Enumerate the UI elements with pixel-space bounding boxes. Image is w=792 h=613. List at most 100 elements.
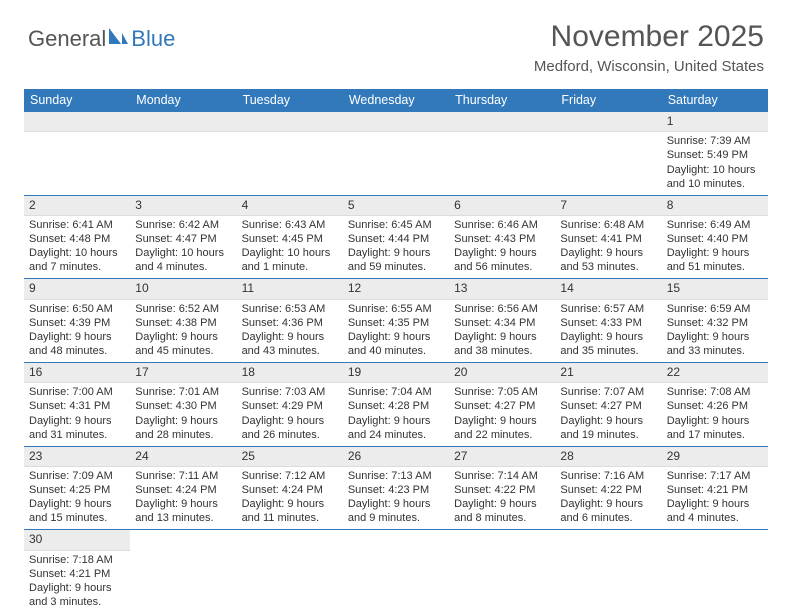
day-info: Sunrise: 6:43 AMSunset: 4:45 PMDaylight:… (237, 216, 343, 278)
day-info: Sunrise: 6:48 AMSunset: 4:41 PMDaylight:… (555, 216, 661, 278)
empty-daynum (130, 112, 236, 132)
day-detail: and 40 minutes. (348, 344, 444, 358)
day-detail: Sunrise: 7:01 AM (135, 385, 231, 399)
day-detail: Sunrise: 7:04 AM (348, 385, 444, 399)
day-detail: Sunrise: 7:00 AM (29, 385, 125, 399)
title-block: November 2025 Medford, Wisconsin, United… (534, 20, 764, 75)
day-detail: Daylight: 9 hours (29, 581, 125, 595)
day-cell: 26Sunrise: 7:13 AMSunset: 4:23 PMDayligh… (343, 447, 449, 530)
empty-cell (237, 112, 343, 195)
day-detail: Daylight: 9 hours (454, 414, 550, 428)
day-detail: Daylight: 9 hours (348, 414, 444, 428)
day-detail: Sunset: 4:27 PM (454, 399, 550, 413)
day-info: Sunrise: 6:42 AMSunset: 4:47 PMDaylight:… (130, 216, 236, 278)
day-cell: 8Sunrise: 6:49 AMSunset: 4:40 PMDaylight… (662, 196, 768, 279)
day-detail: Daylight: 10 hours (29, 246, 125, 260)
page-title: November 2025 (534, 20, 764, 54)
empty-cell (449, 112, 555, 195)
day-info: Sunrise: 6:53 AMSunset: 4:36 PMDaylight:… (237, 300, 343, 362)
day-info: Sunrise: 7:16 AMSunset: 4:22 PMDaylight:… (555, 467, 661, 529)
day-cell: 21Sunrise: 7:07 AMSunset: 4:27 PMDayligh… (555, 363, 661, 446)
day-detail: and 8 minutes. (454, 511, 550, 525)
day-cell: 16Sunrise: 7:00 AMSunset: 4:31 PMDayligh… (24, 363, 130, 446)
day-number: 22 (662, 363, 768, 383)
day-cell: 29Sunrise: 7:17 AMSunset: 4:21 PMDayligh… (662, 447, 768, 530)
day-number: 14 (555, 279, 661, 299)
day-detail: Daylight: 9 hours (348, 330, 444, 344)
day-info: Sunrise: 6:55 AMSunset: 4:35 PMDaylight:… (343, 300, 449, 362)
day-cell: 20Sunrise: 7:05 AMSunset: 4:27 PMDayligh… (449, 363, 555, 446)
empty-cell (662, 530, 768, 613)
day-info: Sunrise: 6:50 AMSunset: 4:39 PMDaylight:… (24, 300, 130, 362)
header: General Blue November 2025 Medford, Wisc… (0, 0, 792, 83)
day-cell: 10Sunrise: 6:52 AMSunset: 4:38 PMDayligh… (130, 279, 236, 362)
day-header-row: Sunday Monday Tuesday Wednesday Thursday… (24, 89, 768, 112)
logo: General Blue (28, 20, 175, 52)
day-detail: Sunset: 4:40 PM (667, 232, 763, 246)
day-detail: Daylight: 9 hours (348, 497, 444, 511)
day-detail: and 4 minutes. (667, 511, 763, 525)
day-detail: Sunset: 4:29 PM (242, 399, 338, 413)
day-number: 2 (24, 196, 130, 216)
day-detail: and 38 minutes. (454, 344, 550, 358)
day-detail: and 15 minutes. (29, 511, 125, 525)
day-detail: and 7 minutes. (29, 260, 125, 274)
day-number: 21 (555, 363, 661, 383)
day-detail: Sunrise: 6:53 AM (242, 302, 338, 316)
day-number: 4 (237, 196, 343, 216)
day-number: 13 (449, 279, 555, 299)
day-number: 5 (343, 196, 449, 216)
day-info: Sunrise: 7:09 AMSunset: 4:25 PMDaylight:… (24, 467, 130, 529)
day-detail: Sunset: 4:44 PM (348, 232, 444, 246)
empty-daynum (24, 112, 130, 132)
empty-daynum (449, 112, 555, 132)
day-detail: Sunset: 4:47 PM (135, 232, 231, 246)
day-detail: Sunset: 4:24 PM (135, 483, 231, 497)
day-detail: Daylight: 9 hours (29, 330, 125, 344)
day-detail: Sunrise: 6:42 AM (135, 218, 231, 232)
day-detail: Sunset: 4:21 PM (667, 483, 763, 497)
empty-cell (237, 530, 343, 613)
day-detail: Sunrise: 7:16 AM (560, 469, 656, 483)
day-number: 28 (555, 447, 661, 467)
day-detail: and 33 minutes. (667, 344, 763, 358)
day-cell: 4Sunrise: 6:43 AMSunset: 4:45 PMDaylight… (237, 196, 343, 279)
empty-cell (555, 112, 661, 195)
day-cell: 1Sunrise: 7:39 AMSunset: 5:49 PMDaylight… (662, 112, 768, 195)
day-detail: Daylight: 9 hours (560, 414, 656, 428)
day-detail: and 26 minutes. (242, 428, 338, 442)
day-header: Tuesday (237, 89, 343, 112)
day-detail: Sunrise: 7:13 AM (348, 469, 444, 483)
day-info: Sunrise: 6:45 AMSunset: 4:44 PMDaylight:… (343, 216, 449, 278)
day-detail: Sunrise: 6:41 AM (29, 218, 125, 232)
day-header: Sunday (24, 89, 130, 112)
day-number: 18 (237, 363, 343, 383)
empty-cell (555, 530, 661, 613)
day-detail: Daylight: 9 hours (135, 330, 231, 344)
day-detail: Daylight: 9 hours (242, 497, 338, 511)
week-row: 1Sunrise: 7:39 AMSunset: 5:49 PMDaylight… (24, 112, 768, 196)
day-detail: and 17 minutes. (667, 428, 763, 442)
day-detail: and 24 minutes. (348, 428, 444, 442)
day-cell: 2Sunrise: 6:41 AMSunset: 4:48 PMDaylight… (24, 196, 130, 279)
day-info: Sunrise: 7:13 AMSunset: 4:23 PMDaylight:… (343, 467, 449, 529)
day-detail: Sunset: 4:36 PM (242, 316, 338, 330)
day-detail: Sunset: 5:49 PM (667, 148, 763, 162)
day-detail: Sunset: 4:31 PM (29, 399, 125, 413)
day-detail: and 6 minutes. (560, 511, 656, 525)
day-detail: and 4 minutes. (135, 260, 231, 274)
day-detail: Sunset: 4:22 PM (454, 483, 550, 497)
day-detail: Daylight: 9 hours (560, 246, 656, 260)
day-detail: Daylight: 9 hours (454, 330, 550, 344)
empty-cell (130, 112, 236, 195)
day-detail: Sunrise: 6:52 AM (135, 302, 231, 316)
day-cell: 24Sunrise: 7:11 AMSunset: 4:24 PMDayligh… (130, 447, 236, 530)
day-number: 10 (130, 279, 236, 299)
day-info: Sunrise: 6:49 AMSunset: 4:40 PMDaylight:… (662, 216, 768, 278)
day-info: Sunrise: 6:57 AMSunset: 4:33 PMDaylight:… (555, 300, 661, 362)
day-header: Friday (555, 89, 661, 112)
day-detail: Sunrise: 6:45 AM (348, 218, 444, 232)
day-cell: 5Sunrise: 6:45 AMSunset: 4:44 PMDaylight… (343, 196, 449, 279)
day-detail: Sunrise: 6:50 AM (29, 302, 125, 316)
day-detail: Sunrise: 7:09 AM (29, 469, 125, 483)
